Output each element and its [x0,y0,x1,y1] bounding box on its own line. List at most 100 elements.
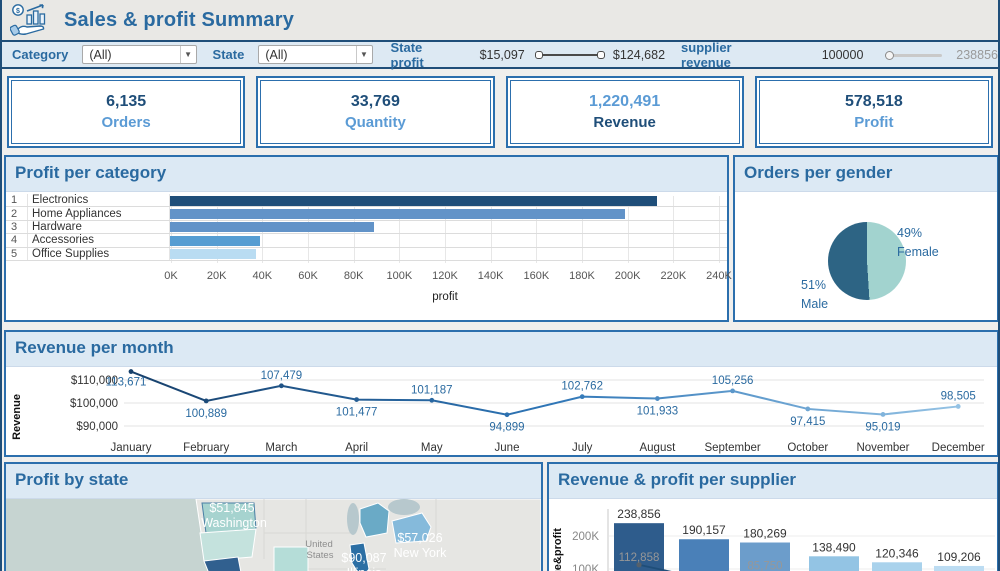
supplier-bar-3[interactable] [740,542,790,571]
state-dropdown[interactable]: (All) ▼ [258,45,373,64]
value-label: 97,415 [790,416,825,428]
state-dropdown-value: (All) [265,47,288,62]
month-label: March [265,442,297,454]
month-label: April [345,442,368,454]
supplier-bar-2[interactable] [679,539,729,571]
data-point-january[interactable] [128,369,134,374]
revenue-per-month-chart: $110,000 $100,000 $90,000 Revenue 113,671 Jan… [6,367,997,456]
country-label: United [305,539,332,550]
hand-holding-money-chart-icon: $ [10,4,46,36]
data-point-may[interactable] [429,397,435,403]
data-point-june[interactable] [504,412,510,418]
month-label: May [421,442,443,454]
slider-handle-min[interactable] [534,50,543,59]
supplier-bar-6[interactable] [934,565,984,571]
slider-track[interactable] [538,53,601,56]
state-california[interactable] [203,556,258,571]
value-label: 105,256 [712,375,754,387]
slider-handle[interactable] [885,50,895,60]
new-york-name-label: New York [394,546,448,560]
category-row: 3 Hardware [6,220,727,235]
row-number: 4 [6,234,28,247]
revenue-value-label: 120,346 [875,546,919,560]
data-point-april[interactable] [354,397,359,403]
state-illinois[interactable] [349,542,370,571]
us-map[interactable]: $51,845 Washington United States $90,087… [6,499,541,571]
profit-by-state-map: $51,845 Washington United States $90,087… [6,499,541,571]
state-oregon[interactable] [199,528,257,562]
illinois-value-label: $90,087 [341,551,386,565]
data-point-september[interactable] [730,388,735,394]
value-label: 113,671 [106,377,147,389]
value-label: 94,899 [489,422,524,434]
bar-electronics[interactable] [170,195,658,206]
month-label: February [183,442,229,454]
month-label: November [856,442,909,454]
profit-point[interactable] [636,562,642,568]
gender-pie[interactable] [828,222,906,300]
state-profit-range-slider[interactable] [534,50,605,60]
value-label: 101,187 [411,384,453,396]
chevron-down-icon[interactable]: ▼ [179,46,196,63]
supplier-revenue-slider[interactable] [885,50,943,60]
month-label: December [932,442,985,454]
slider-handle-max[interactable] [596,50,605,59]
panel-title: Profit by state [6,464,541,499]
supplier-revenue-filter-label: supplier revenue [681,39,732,70]
state-borders [263,499,437,570]
data-point-july[interactable] [579,394,585,400]
data-point-december[interactable] [955,404,961,409]
kpi-row: 6,135 Orders 33,769 Quantity 1,220,491 R… [2,72,998,152]
profit-per-category-chart: 1 Electronics 2 Home Appliances 3 Hardware 4 Ac… [6,194,732,323]
month-label: July [572,442,593,454]
panel-revenue-profit-per-supplier: Revenue & profit per supplier 200K 100K Re… [547,462,998,571]
supplier-bar-5[interactable] [872,562,922,571]
row-number: 5 [6,247,28,260]
data-point-march[interactable] [279,383,284,389]
bar-track [170,207,719,219]
month-label: June [495,442,520,454]
value-label: 101,933 [637,406,679,418]
kpi-orders-label: Orders [101,114,151,131]
data-point-february[interactable] [203,398,209,404]
row-number: 1 [6,194,28,207]
washington-name-label: Washington [201,516,267,530]
lake-ontario [388,499,420,515]
y-tick-label: $110,000 [71,375,118,387]
lake-michigan [347,503,359,535]
panel-title: Orders per gender [735,157,997,192]
supplier-bar-chart-svg[interactable]: 200K 100K Revenue&profit 238,856 190,157 180,… [549,499,997,571]
x-tick-label: 60K [298,270,318,282]
new-york-value-label: $57,026 [397,531,442,545]
state-colorado[interactable] [273,546,309,571]
bar-home-appliances[interactable] [170,208,626,219]
data-point-november[interactable] [880,412,886,417]
row-number: 2 [6,207,28,220]
state-michigan[interactable] [359,502,390,538]
revenue-profit-per-supplier-chart: 200K 100K Revenue&profit 238,856 190,157 180,… [549,499,997,571]
x-tick-label: 200K [614,270,641,282]
state-new-york[interactable] [391,512,432,544]
profit-value-label: 112,858 [619,552,660,564]
bar-office-supplies[interactable] [170,249,256,260]
x-tick-label: 120K [432,270,458,282]
revenue-line[interactable] [130,370,959,416]
washington-value-label: $51,845 [209,501,254,515]
category-row: 2 Home Appliances [6,207,727,221]
supplier-bar-4[interactable] [809,556,859,571]
bar-accessories[interactable] [170,235,261,246]
bar-hardware[interactable] [170,222,374,233]
category-row: 5 Office Supplies [6,247,727,261]
value-label: 101,477 [336,407,378,419]
kpi-orders-value: 6,135 [106,93,147,110]
category-label: Electronics [28,194,170,207]
data-point-october[interactable] [805,406,811,412]
data-point-august[interactable] [655,396,660,401]
supplier-revenue-max-value: 238856 [956,47,998,62]
slider-track[interactable] [885,53,943,57]
line-chart-svg[interactable]: $110,000 $100,000 $90,000 Revenue 113,671 Jan… [6,367,997,455]
gridline [490,196,492,263]
profit-line[interactable] [638,563,704,571]
category-dropdown[interactable]: (All) ▼ [82,45,197,64]
chevron-down-icon[interactable]: ▼ [355,46,372,63]
